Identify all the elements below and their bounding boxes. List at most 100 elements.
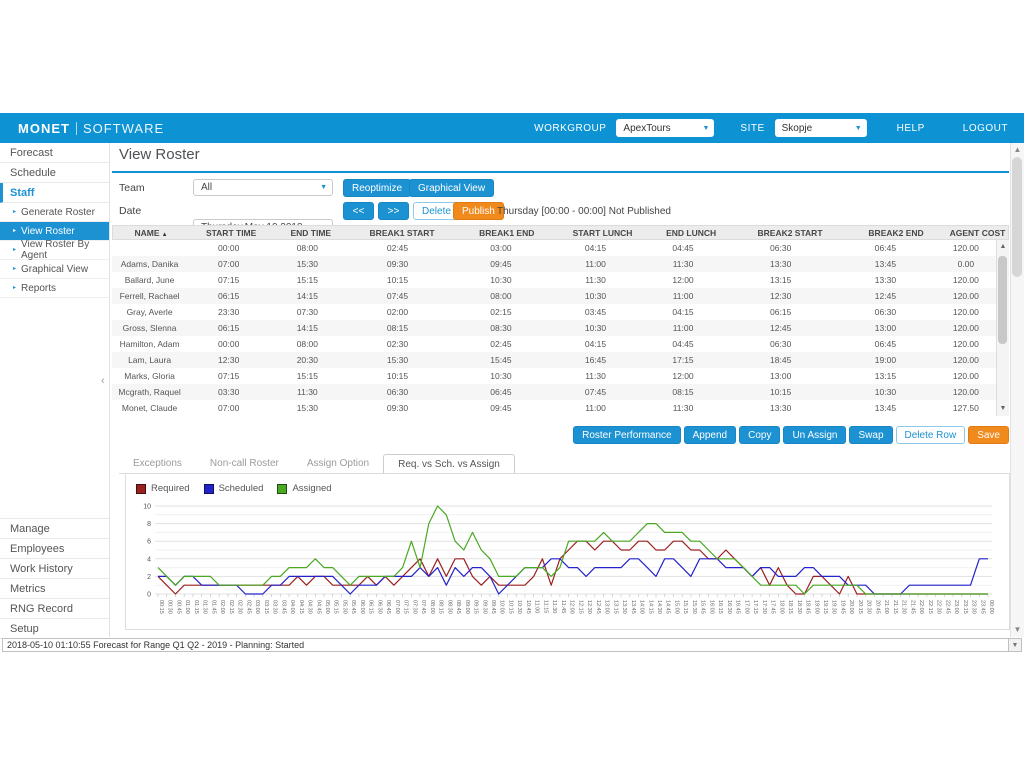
- sidebar-item-employees[interactable]: Employees: [0, 539, 109, 559]
- table-cell: 09:30: [386, 403, 409, 413]
- column-header-break2-start[interactable]: BREAK2 START: [757, 227, 823, 238]
- copy-button[interactable]: Copy: [739, 426, 781, 444]
- chevron-down-icon: ▼: [702, 124, 710, 132]
- table-scrollbar[interactable]: ▲ ▼: [996, 240, 1009, 416]
- column-header-start-lunch[interactable]: START LUNCH: [572, 227, 633, 238]
- svg-text:06:30: 06:30: [376, 600, 382, 614]
- sidebar-item-manage[interactable]: Manage: [0, 519, 109, 539]
- column-header-end-time[interactable]: END TIME: [290, 227, 332, 238]
- column-header-agent-cost[interactable]: AGENT COST: [949, 227, 1006, 238]
- svg-text:01:45: 01:45: [210, 600, 216, 614]
- table-cell: 08:00: [296, 339, 318, 349]
- table-row[interactable]: Gross, Slenna 06:15 14:15 08:15 08:30 10:30 11…: [112, 320, 996, 336]
- status-dropdown-button[interactable]: ▼: [1008, 639, 1021, 651]
- table-cell: 15:30: [386, 355, 409, 365]
- svg-text:07:30: 07:30: [411, 600, 417, 614]
- column-header-break1-start[interactable]: BREAK1 START: [369, 227, 435, 238]
- page-scrollbar-thumb[interactable]: [1012, 157, 1022, 277]
- reoptimize-button[interactable]: Reoptimize: [343, 179, 412, 197]
- legend-label: Assigned: [292, 483, 332, 494]
- sidebar-item-setup[interactable]: Setup: [0, 619, 109, 639]
- sidebar-item-generate-roster[interactable]: ▸ Generate Roster: [0, 203, 109, 222]
- table-row[interactable]: Ferrell, Rachael 06:15 14:15 07:45 08:00 10:3…: [112, 288, 996, 304]
- sidebar-collapse-handle[interactable]: ‹: [101, 375, 105, 387]
- table-cell: 00:00: [218, 339, 240, 349]
- triangle-right-icon: ▸: [13, 228, 17, 234]
- page-title: View Roster: [119, 146, 200, 163]
- table-row[interactable]: Gray, Averle 23:30 07:30 02:00 02:15 03:45 04:…: [112, 304, 996, 320]
- table-row[interactable]: Ballard, June 07:15 15:15 10:15 10:30 11:30 12…: [112, 272, 996, 288]
- graphical-view-button[interactable]: Graphical View: [409, 179, 495, 197]
- legend-item-assigned: Assigned: [277, 483, 332, 494]
- roster-performance-button[interactable]: Roster Performance: [573, 426, 681, 444]
- workgroup-select[interactable]: ApexTours ▼: [616, 119, 715, 137]
- scroll-up-icon[interactable]: ▲: [1013, 145, 1022, 154]
- status-bar: 2018-05-10 01:10:55 Forecast for Range Q…: [2, 638, 1022, 652]
- table-row[interactable]: Marks, Gloria 07:15 15:15 10:15 10:30 11:30 12…: [112, 368, 996, 384]
- svg-text:09:45: 09:45: [490, 600, 496, 614]
- scroll-up-icon[interactable]: ▲: [999, 243, 1007, 250]
- sidebar-item-metrics[interactable]: Metrics: [0, 579, 109, 599]
- svg-text:02:30: 02:30: [237, 600, 243, 614]
- column-header-name[interactable]: NAME ▲: [134, 227, 168, 238]
- tab-non-call-roster[interactable]: Non-call Roster: [195, 454, 293, 474]
- table-row[interactable]: Hamilton, Adam 00:00 08:00 02:30 02:45 04:15 0…: [112, 336, 996, 352]
- sidebar-item-view-roster-by-agent[interactable]: ▸ View Roster By Agent: [0, 239, 109, 261]
- sort-asc-icon: ▲: [161, 231, 168, 238]
- column-header-break1-end[interactable]: BREAK1 END: [479, 227, 535, 238]
- sidebar-item-forecast[interactable]: Forecast: [0, 143, 109, 163]
- table-cell: 02:00: [386, 307, 409, 317]
- sidebar-item-staff[interactable]: Staff: [0, 183, 109, 203]
- column-header-start-time[interactable]: START TIME: [205, 227, 257, 238]
- sidebar-item-view-roster[interactable]: ▸ View Roster: [0, 222, 109, 241]
- table-cell: 07:30: [296, 307, 318, 317]
- svg-text:19:30: 19:30: [831, 600, 837, 614]
- table-cell: 06:30: [770, 243, 792, 253]
- un-assign-button[interactable]: Un Assign: [783, 426, 847, 444]
- column-header-end-lunch[interactable]: END LUNCH: [666, 227, 717, 238]
- table-row[interactable]: Lam, Laura 12:30 20:30 15:30 15:45 16:45 17:15…: [112, 352, 996, 368]
- team-select[interactable]: All ▼: [193, 179, 333, 196]
- legend-swatch-assigned: [277, 483, 288, 494]
- scroll-down-icon[interactable]: ▼: [999, 405, 1007, 412]
- append-button[interactable]: Append: [683, 426, 737, 444]
- table-cell: 02:45: [490, 339, 512, 349]
- prev-day-button[interactable]: <<: [343, 202, 374, 220]
- sidebar-item-work-history[interactable]: Work History: [0, 559, 109, 579]
- table-row[interactable]: Mcgrath, Raquel 03:30 11:30 06:30 06:45 07:45…: [112, 384, 996, 400]
- table-cell: 11:30: [585, 275, 606, 285]
- tab-req-vs-sch-vs-assign[interactable]: Req. vs Sch. vs Assign: [383, 454, 515, 475]
- next-day-button[interactable]: >>: [378, 202, 409, 220]
- tab-exceptions[interactable]: Exceptions: [119, 454, 196, 474]
- sidebar-item-rng-record[interactable]: RNG Record: [0, 599, 109, 619]
- svg-text:17:30: 17:30: [761, 600, 767, 614]
- logout-link[interactable]: LOGOUT: [962, 122, 1008, 134]
- table-row[interactable]: Monet, Claude 07:00 15:30 09:30 09:45 11:00 11…: [112, 400, 996, 416]
- swap-button[interactable]: Swap: [849, 426, 893, 444]
- sidebar-item-reports[interactable]: ▸ Reports: [0, 279, 109, 298]
- svg-text:22:30: 22:30: [936, 600, 942, 614]
- table-row[interactable]: Adams, Danika 07:00 15:30 09:30 09:45 11:00 11…: [112, 256, 996, 272]
- site-label: SITE: [740, 122, 765, 134]
- table-scrollbar-thumb[interactable]: [998, 256, 1007, 344]
- tab-assign-option[interactable]: Assign Option: [292, 454, 384, 474]
- table-cell: 10:30: [874, 387, 897, 397]
- delete-row-button[interactable]: Delete Row: [895, 426, 966, 444]
- svg-text:4: 4: [147, 556, 151, 563]
- svg-text:06:00: 06:00: [359, 600, 365, 614]
- table-cell: 120.00: [952, 371, 979, 381]
- scroll-down-icon[interactable]: ▼: [1013, 625, 1022, 634]
- table-row[interactable]: 00:00 08:00 02:45 03:00 04:15 04:45 06:30 06:45…: [112, 240, 996, 256]
- sidebar-item-schedule[interactable]: Schedule: [0, 163, 109, 183]
- table-cell: 120.00: [952, 275, 979, 285]
- page-scrollbar[interactable]: ▲ ▼: [1010, 143, 1024, 637]
- column-header-break2-end[interactable]: BREAK2 END: [868, 227, 924, 238]
- svg-text:12:00: 12:00: [569, 600, 575, 614]
- table-cell: 15:45: [490, 355, 512, 365]
- publish-button[interactable]: Publish: [453, 202, 504, 220]
- sidebar-item-graphical-view[interactable]: ▸ Graphical View: [0, 260, 109, 279]
- save-button[interactable]: Save: [968, 426, 1009, 444]
- help-link[interactable]: HELP: [896, 122, 925, 134]
- site-select[interactable]: Skopje ▼: [774, 119, 867, 137]
- svg-text:16:30: 16:30: [726, 600, 732, 614]
